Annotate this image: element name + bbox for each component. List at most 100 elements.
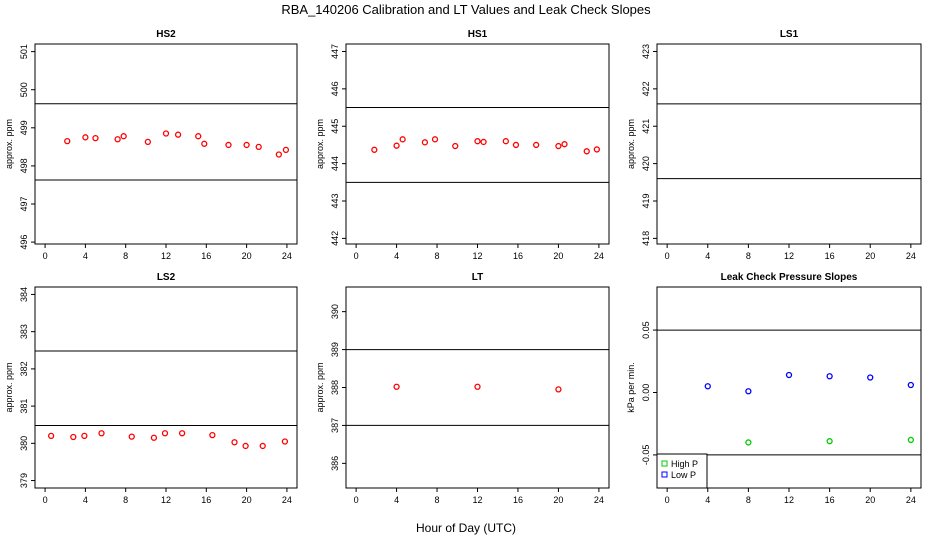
ls1-xtick-label: 8 bbox=[746, 251, 751, 261]
hs2-point bbox=[144, 138, 152, 146]
hs2-point bbox=[64, 137, 71, 145]
hs1-ytick-label: 445 bbox=[330, 119, 340, 134]
lt-ytick-label: 389 bbox=[330, 342, 340, 357]
ls1-xtick-label: 24 bbox=[906, 251, 916, 261]
ls1-xtick-label: 12 bbox=[784, 251, 794, 261]
hs1-xtick-label: 24 bbox=[594, 251, 604, 261]
lt-xtick-label: 20 bbox=[553, 495, 563, 505]
ls1-plot-frame bbox=[656, 43, 922, 245]
ls2-plot-frame bbox=[34, 286, 298, 489]
hs1-ytick-label: 444 bbox=[330, 156, 340, 171]
hs2-ytick-label: 497 bbox=[19, 196, 29, 211]
leak-point bbox=[907, 436, 914, 444]
ls1-title: LS1 bbox=[780, 29, 799, 40]
ls1-ytick-label: 422 bbox=[641, 81, 651, 96]
x-axis-label: Hour of Day (UTC) bbox=[416, 521, 516, 535]
hs1-point bbox=[480, 138, 487, 146]
hs2-ytick-label: 499 bbox=[19, 120, 29, 135]
leak-ylabel: kPa per min. bbox=[626, 362, 636, 413]
ls1-xtick-label: 20 bbox=[865, 251, 875, 261]
hs1-point bbox=[393, 142, 400, 149]
ls1-ytick-label: 421 bbox=[641, 119, 651, 134]
lt-xtick-label: 12 bbox=[472, 495, 482, 505]
ls2-xtick-label: 20 bbox=[242, 495, 252, 505]
leak-xtick-label: 0 bbox=[665, 495, 670, 505]
ls2-point bbox=[178, 430, 186, 437]
hs2-point bbox=[201, 140, 208, 147]
hs1-point bbox=[371, 146, 378, 153]
ls2-xtick-label: 4 bbox=[83, 495, 88, 505]
hs2-xtick-label: 0 bbox=[43, 251, 48, 261]
hs1-point bbox=[421, 139, 429, 146]
lt-point bbox=[555, 386, 562, 393]
ls2-ytick-label: 382 bbox=[19, 361, 29, 376]
hs2-ytick-label: 496 bbox=[19, 235, 29, 250]
ls2-ytick-label: 384 bbox=[19, 287, 29, 302]
hs1-ytick-label: 447 bbox=[330, 44, 340, 59]
ls2-ytick-label: 381 bbox=[19, 399, 29, 414]
leak-point bbox=[785, 371, 793, 379]
figure-title: RBA_140206 Calibration and LT Values and… bbox=[281, 2, 651, 17]
leak-xtick-label: 12 bbox=[784, 495, 794, 505]
hs1-point bbox=[583, 148, 590, 155]
hs2-point bbox=[243, 141, 250, 149]
lt-ytick-label: 387 bbox=[330, 418, 340, 433]
ls2-point bbox=[281, 438, 289, 445]
hs1-point bbox=[512, 141, 520, 149]
ls2-point bbox=[150, 434, 158, 441]
ls1-ytick-label: 423 bbox=[641, 44, 651, 59]
leak-xtick-label: 8 bbox=[746, 495, 751, 505]
leak-point bbox=[745, 388, 752, 395]
lt-ylabel: approx. ppm bbox=[315, 362, 325, 412]
panel-lt: LT 0 4 8 12 16 20 24 386 387 388 389 390 approx. ppm bbox=[315, 272, 610, 505]
ls2-point bbox=[231, 439, 238, 446]
ls2-xtick-label: 24 bbox=[282, 495, 292, 505]
lt-ytick-label: 388 bbox=[330, 380, 340, 395]
legend-label: Low P bbox=[671, 470, 696, 480]
panel-ls1: LS1 0 4 8 12 16 20 24 418 419 420 421 422 423 approx. … bbox=[626, 29, 922, 261]
hs2-point bbox=[92, 134, 99, 142]
hs1-xtick-label: 8 bbox=[435, 251, 440, 261]
hs2-title: HS2 bbox=[156, 29, 176, 40]
ls2-xtick-label: 8 bbox=[123, 495, 128, 505]
leak-xtick-label: 16 bbox=[825, 495, 835, 505]
leak-xtick-label: 24 bbox=[906, 495, 916, 505]
hs2-ylabel: approx. ppm bbox=[4, 119, 14, 169]
panel-ls2: LS2 0 4 8 12 16 20 24 379 380 381 382 383 384 approx. … bbox=[4, 272, 298, 505]
ls2-ytick-label: 383 bbox=[19, 324, 29, 339]
leak-point bbox=[867, 374, 874, 381]
ls2-ytick-label: 379 bbox=[19, 473, 29, 488]
leak-point bbox=[745, 439, 752, 446]
hs1-title: HS1 bbox=[468, 29, 488, 40]
ls2-point bbox=[98, 430, 105, 437]
leak-ytick-label: -0.05 bbox=[641, 445, 651, 466]
lt-point bbox=[393, 383, 400, 390]
lt-xtick-label: 8 bbox=[435, 495, 440, 505]
ls1-ylabel: approx. ppm bbox=[626, 119, 636, 169]
hs2-ytick-label: 498 bbox=[19, 158, 29, 173]
hs1-point bbox=[561, 141, 568, 148]
leak-point bbox=[826, 373, 833, 380]
lt-xtick-label: 4 bbox=[394, 495, 399, 505]
hs1-ytick-label: 446 bbox=[330, 81, 340, 96]
hs1-point bbox=[452, 142, 459, 150]
hs2-ytick-label: 500 bbox=[19, 82, 29, 97]
hs2-point bbox=[255, 143, 262, 151]
hs2-point bbox=[225, 141, 232, 149]
lt-point bbox=[474, 383, 481, 390]
ls1-ytick-label: 420 bbox=[641, 156, 651, 171]
leak-point bbox=[826, 438, 833, 445]
lt-xtick-label: 16 bbox=[513, 495, 523, 505]
hs1-point bbox=[533, 141, 540, 149]
hs1-xtick-label: 16 bbox=[513, 251, 523, 261]
hs2-point bbox=[195, 133, 202, 140]
leak-point bbox=[907, 381, 914, 389]
ls2-ylabel: approx. ppm bbox=[4, 362, 14, 412]
legend-box bbox=[656, 453, 708, 489]
hs2-xtick-label: 12 bbox=[161, 251, 171, 261]
ls2-xtick-label: 0 bbox=[43, 495, 48, 505]
legend-swatch bbox=[661, 471, 668, 478]
leak-xtick-label: 4 bbox=[705, 495, 710, 505]
lt-xtick-label: 0 bbox=[354, 495, 359, 505]
